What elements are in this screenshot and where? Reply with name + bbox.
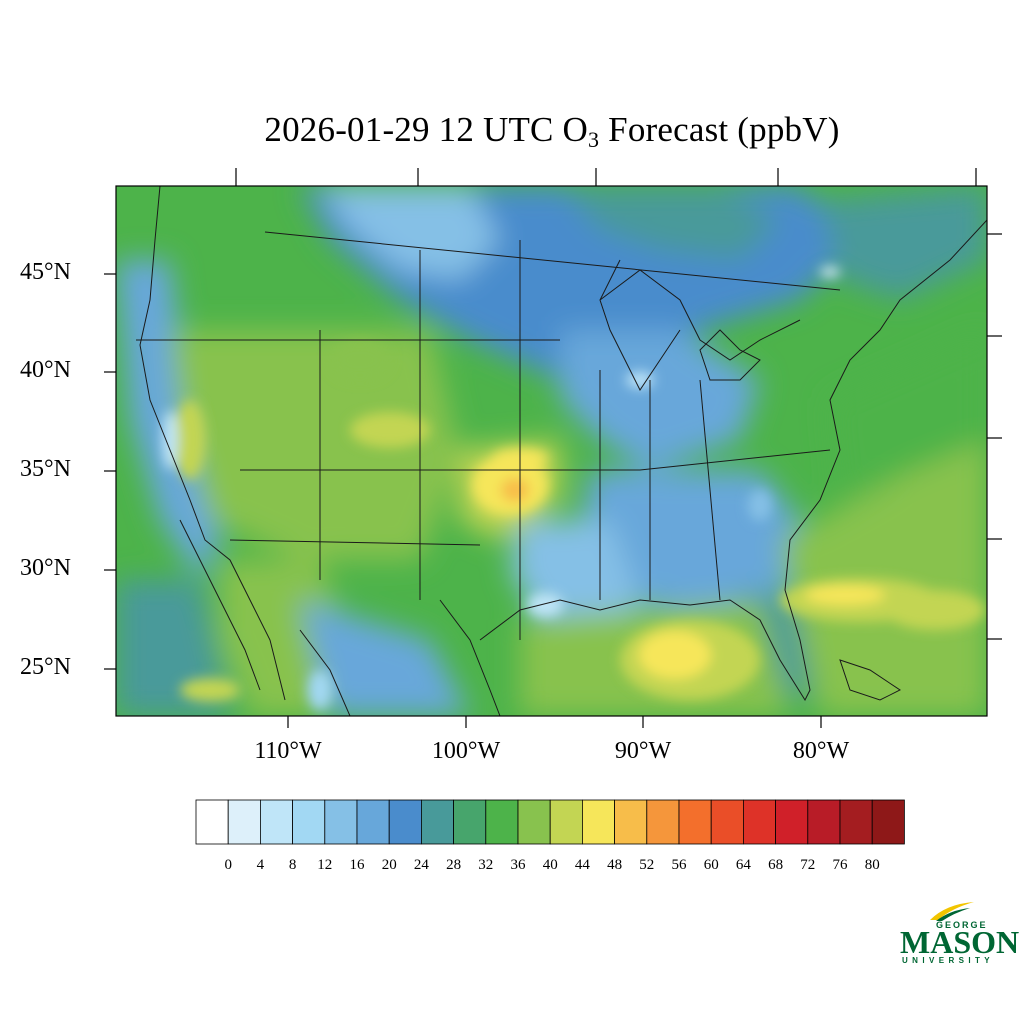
coastlines-and-borders [136,186,987,716]
colorbar-tick-label: 28 [446,857,462,873]
colorbar-tick-label: 20 [381,857,397,873]
colorbar-tick-label: 60 [703,857,719,873]
colorbar-tick-label: 56 [671,857,687,873]
lat-label: 40°N [20,357,71,383]
colorbar-tick-label: 48 [607,857,623,873]
lat-label: 30°N [20,555,71,581]
colorbar-tick-label: 80 [864,857,880,873]
colorbar-swatch [292,799,326,845]
title-prefix: 2026-01-29 12 UTC O [264,110,589,149]
lat-label: 35°N [20,456,71,482]
colorbar-tick-label: 52 [639,857,655,873]
colorbar-swatch [420,799,454,845]
colorbar-swatch [324,799,358,845]
colorbar-tick-label: 40 [542,857,558,873]
colorbar-swatch [710,799,744,845]
logo-university-text: UNIVERSITY [902,956,995,965]
colorbar-tick-label: 32 [478,857,494,873]
colorbar-swatch [646,799,680,845]
lon-label: 110°W [254,738,322,764]
colorbar-swatch [388,799,422,845]
colorbar-tick-label: 72 [800,857,816,873]
colorbar-tick-label: 24 [413,857,429,873]
title-suffix: Forecast (ppbV) [599,110,840,149]
colorbar-swatch [775,799,809,845]
colorbar-swatch [614,799,648,845]
colorbar-swatch [678,799,712,845]
colorbar-swatch [195,799,229,845]
colorbar-swatch [485,799,519,845]
logo-swoosh-icon [930,902,974,921]
colorbar-swatch [549,799,583,845]
colorbar-tick-label: 68 [768,857,784,873]
colorbar-swatch [582,799,616,845]
colorbar-swatch [453,799,487,845]
lon-label: 80°W [792,738,850,764]
colorbar-tick-label: 0 [224,857,232,873]
colorbar [195,799,905,845]
colorbar-tick-label: 36 [510,857,526,873]
lon-label: 100°W [431,738,501,764]
lat-label: 45°N [20,259,71,285]
colorbar-swatch [871,799,905,845]
logo-mason-text: MASON [900,924,1020,960]
colorbar-swatch [839,799,873,845]
lon-label: 90°W [614,738,672,764]
colorbar-tick-label: 12 [317,857,333,873]
lat-label: 25°N [20,654,71,680]
colorbar-swatch [259,799,293,845]
colorbar-tick-label: 44 [574,857,590,873]
colorbar-tick-label: 64 [735,857,751,873]
colorbar-tick-label: 76 [832,857,848,873]
colorbar-swatch [807,799,841,845]
colorbar-swatch [227,799,261,845]
colorbar-swatch [356,799,390,845]
concentration-field [116,186,987,716]
map-frame [115,185,988,717]
colorbar-tick-label: 16 [349,857,365,873]
george-mason-logo: GEORGE MASON UNIVERSITY [896,900,1019,970]
colorbar-tick-label: 4 [256,857,265,873]
colorbar-swatch [517,799,551,845]
title-subscript: 3 [588,127,600,152]
map-title: 2026-01-29 12 UTC O3 Forecast (ppbV) [0,110,1024,152]
frame-ticks [104,168,1002,728]
colorbar-tick-label: 8 [288,857,297,873]
logo-george-text: GEORGE [936,920,988,930]
colorbar-swatch [743,799,777,845]
